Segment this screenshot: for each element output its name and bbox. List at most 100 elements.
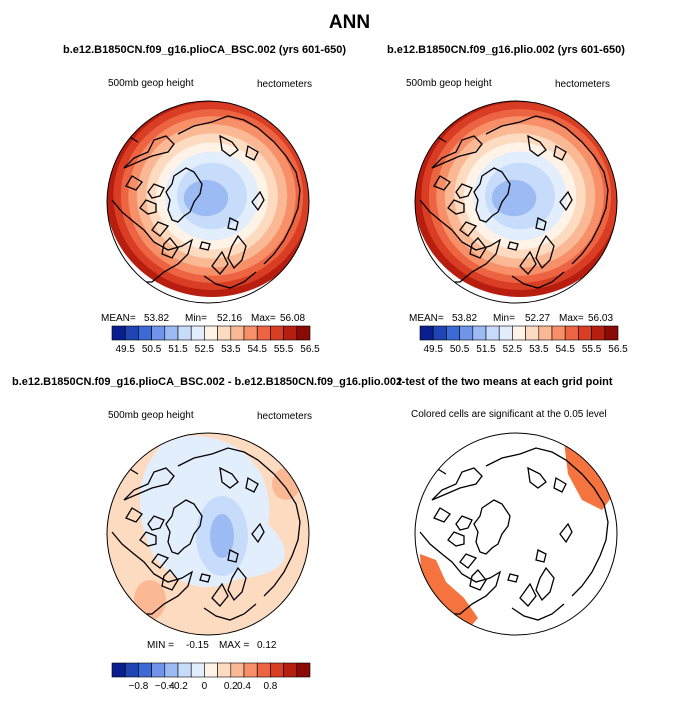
- panel-1-colorbar-tick-label: 53.5: [221, 344, 241, 355]
- panel-1-colorbar-box: [204, 325, 218, 341]
- panel-1-colorbar-tick-label: 49.5: [115, 344, 135, 355]
- panel-3-right-label: hectometers: [257, 411, 313, 422]
- panel-1-right-label: hectometers: [257, 79, 313, 90]
- panel-1-colorbar-tick-label: 55.5: [274, 344, 294, 355]
- panel-2-colorbar-tick-label: 56.5: [608, 344, 628, 355]
- panel-1-map-border: [106, 100, 310, 304]
- panel-2-colorbar-box: [578, 325, 592, 341]
- panel-2-mean-label: MEAN=: [409, 313, 444, 324]
- panel-1-field: [107, 101, 309, 297]
- panel-3-field: [107, 433, 309, 635]
- panel-2-colorbar-box: [432, 325, 447, 341]
- panel-3-colorbar: −0.8 −0.4−0.2 0 0.2 0.4 0.8: [111, 662, 311, 692]
- panel-4-left-label: Colored cells are significant at the 0.0…: [411, 409, 607, 420]
- panel-1-min-label: Min=: [185, 313, 207, 324]
- panel-1-left-label: 500mb geop height: [108, 78, 194, 89]
- panel-2-min-value: 52.27: [525, 313, 551, 324]
- panel-2-colorbar-box: [419, 325, 434, 341]
- panel-1-colorbar-tick-label: 51.5: [168, 344, 188, 355]
- panel-3-colorbar-tick-label: −0.4: [155, 681, 175, 692]
- panel-2-colorbar-box: [446, 325, 460, 341]
- panel-2-left-label: 500mb geop height: [406, 78, 492, 89]
- panel-1-colorbar-tick-label: 52.5: [195, 344, 215, 355]
- panel-1-colorbar-box: [296, 325, 311, 341]
- panel-3-colorbar-box: [138, 662, 152, 678]
- panel-3-max-value: 0.12: [257, 640, 277, 651]
- panel-1-colorbar-box: [177, 325, 192, 341]
- panel-1-colorbar-box: [230, 325, 245, 341]
- panel-3-map-border: [106, 432, 310, 636]
- panel-3-colorbar-tick-label: 0.8: [263, 681, 277, 692]
- panel-1-colorbar-box: [164, 325, 179, 341]
- panel-2-colorbar-tick-label: 53.5: [529, 344, 549, 355]
- panel-3-colorbar-box: [217, 662, 232, 678]
- panel-1-colorbar-box: [111, 325, 126, 341]
- panel-1-title: b.e12.B1850CN.f09_g16.plioCA_BSC.002 (yr…: [63, 44, 347, 56]
- panel-2-right-label: hectometers: [555, 79, 611, 90]
- panel-2-max-label: Max=: [559, 313, 584, 324]
- panel-2-colorbar-box: [525, 325, 540, 341]
- panel-3-colorbar-box: [204, 662, 218, 678]
- panel-4-field: [415, 433, 617, 635]
- panel-1-colorbar: 49.5 50.5 51.5 52.5 53.5 54.5 55.5 56.5: [111, 325, 320, 355]
- panel-3-colorbar-box: [296, 662, 311, 678]
- panel-4-map-border: [414, 432, 618, 636]
- panel-2-colorbar-tick-label: 54.5: [555, 344, 575, 355]
- panel-2-min-label: Min=: [493, 313, 515, 324]
- panel-1-mean-label: MEAN=: [101, 313, 136, 324]
- panel-1-max-label: Max=: [251, 313, 276, 324]
- panel-2-colorbar-tick-label: 50.5: [450, 344, 470, 355]
- panel-3-left-label: 500mb geop height: [108, 410, 194, 421]
- panel-1-colorbar-tick-label: 50.5: [142, 344, 162, 355]
- panel-2-map-border: [414, 100, 618, 304]
- panel-1-min-value: 52.16: [217, 313, 243, 324]
- panel-1-colorbar-box: [151, 325, 166, 341]
- panel-3-min-label: MIN =: [147, 640, 174, 651]
- panel-2-max-value: 56.03: [588, 313, 614, 324]
- panel-1-colorbar-box: [270, 325, 284, 341]
- panel-3-colorbar-box: [111, 662, 126, 678]
- panel-3-colorbar-tick-label: 0.4: [237, 681, 251, 692]
- panel-2-field: [415, 101, 617, 297]
- panel-1-colorbar-box: [190, 325, 205, 341]
- panel-2-colorbar-box: [512, 325, 526, 341]
- panel-3-colorbar-box: [230, 662, 245, 678]
- panel-1-colorbar-tick-label: 54.5: [247, 344, 267, 355]
- panel-1-colorbar-box: [243, 325, 258, 341]
- panel-1-colorbar-box: [138, 325, 152, 341]
- panel-1-colorbar-tick-label: 56.5: [300, 344, 320, 355]
- panel-2-colorbar-tick-label: 55.5: [582, 344, 602, 355]
- panel-2-colorbar-box: [604, 325, 619, 341]
- panel-1-colorbar-box: [124, 325, 139, 341]
- panel-2-colorbar-box: [551, 325, 566, 341]
- panel-4-significant-region-1: [564, 442, 614, 510]
- panel-2-colorbar: 49.5 50.5 51.5 52.5 53.5 54.5 55.5 56.5: [419, 325, 628, 355]
- panel-2-colorbar-box: [498, 325, 513, 341]
- panel-4-significant-region-2: [420, 554, 478, 632]
- panel-3-colorbar-box: [243, 662, 258, 678]
- panel-3-colorbar-box: [177, 662, 192, 678]
- panel-3-colorbar-box: [124, 662, 139, 678]
- panel-2-title: b.e12.B1850CN.f09_g16.plio.002 (yrs 601-…: [387, 44, 625, 56]
- panel-2-colorbar-box: [472, 325, 487, 341]
- panel-2-cold-core: [491, 179, 537, 217]
- panel-2-colorbar-box: [538, 325, 553, 341]
- panel-3-min-value: -0.15: [186, 640, 209, 651]
- panel-4-title: t-test of the two means at each grid poi…: [398, 376, 613, 388]
- panel-3-colorbar-box: [164, 662, 179, 678]
- panel-3-colorbar-box: [256, 662, 271, 678]
- panel-1-mean-value: 53.82: [144, 313, 170, 324]
- panel-1-cold-core: [183, 179, 229, 217]
- panel-2-mean-value: 53.82: [452, 313, 478, 324]
- panel-2-colorbar-box: [485, 325, 500, 341]
- panel-2-colorbar-tick-label: 49.5: [423, 344, 443, 355]
- panel-3-colorbar-box: [190, 662, 205, 678]
- panel-3-colorbar-tick-label: −0.8: [129, 681, 149, 692]
- panel-3-colorbar-tick-label: 0.2: [224, 681, 238, 692]
- panel-3-negative-center: [210, 514, 234, 558]
- panel-2-colorbar-tick-label: 52.5: [503, 344, 523, 355]
- panel-1-colorbar-box: [283, 325, 298, 341]
- panel-4-background: [415, 433, 617, 635]
- panel-2-colorbar-tick-label: 51.5: [476, 344, 496, 355]
